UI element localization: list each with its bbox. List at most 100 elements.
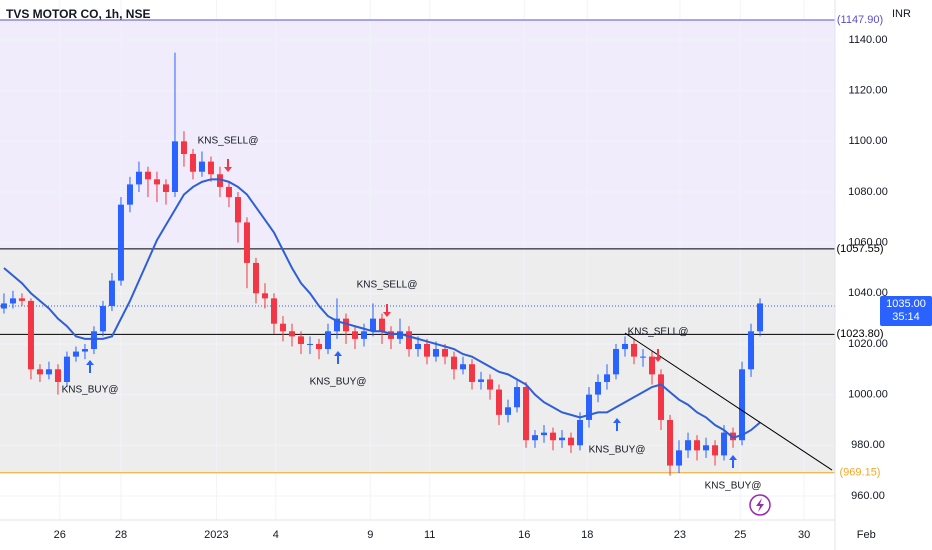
- candle-body: [649, 356, 656, 375]
- candle-body: [243, 222, 250, 263]
- candle-body: [72, 351, 79, 357]
- candle-body: [739, 369, 746, 441]
- candle-body: [99, 305, 106, 332]
- candle-body: [117, 204, 124, 281]
- sell-arrow: [224, 159, 232, 172]
- candle-body: [613, 349, 620, 375]
- candle-body: [559, 437, 566, 441]
- candle-body: [27, 300, 34, 370]
- alert-icon[interactable]: [749, 494, 771, 516]
- sell-signal-label: KNS_SELL@: [628, 327, 689, 338]
- x-tick-label: 23: [674, 529, 686, 541]
- candle-body: [207, 161, 214, 175]
- buy-arrow: [334, 351, 342, 364]
- candle-body: [279, 323, 286, 332]
- x-tick-label: 16: [518, 529, 530, 541]
- candle-body: [225, 186, 232, 198]
- candle-body: [541, 432, 548, 436]
- level-label: (969.15): [840, 467, 881, 479]
- candle-body: [414, 343, 421, 350]
- y-tick-label: 980.00: [851, 439, 885, 451]
- y-tick-label: 1060.00: [848, 237, 888, 249]
- candle-body: [324, 331, 331, 350]
- buy-signal-label: KNS_BUY@: [62, 385, 119, 396]
- currency: INR: [892, 8, 911, 20]
- candle-body: [315, 343, 322, 350]
- candle-body: [676, 450, 683, 466]
- candle-body: [45, 369, 52, 375]
- candle-body: [468, 364, 475, 382]
- candle-body: [757, 303, 764, 332]
- buy-arrow: [86, 360, 94, 373]
- buy-signal-label: KNS_BUY@: [589, 445, 646, 456]
- candle-body: [63, 356, 70, 382]
- candle-body: [604, 374, 611, 382]
- alert-bolt: [756, 498, 764, 512]
- candle-body: [396, 331, 403, 339]
- candle-body: [369, 318, 376, 332]
- x-tick-label: 18: [581, 529, 593, 541]
- candle-body: [378, 318, 385, 332]
- candle-body: [0, 303, 7, 309]
- x-tick-label: 2023: [204, 529, 228, 541]
- candle-body: [351, 331, 358, 339]
- buy-signal-label: KNS_BUY@: [310, 377, 367, 388]
- candle-body: [144, 171, 151, 180]
- candle-body: [261, 293, 268, 299]
- x-tick-label: 9: [367, 529, 373, 541]
- x-tick-label: 30: [798, 529, 810, 541]
- current-price-label: 1035.00: [886, 298, 926, 310]
- candle-body: [622, 343, 629, 350]
- candle-body: [712, 445, 719, 456]
- candle-body: [721, 432, 728, 456]
- candle-body: [252, 262, 259, 294]
- candle-body: [568, 437, 575, 446]
- y-tick-label: 1040.00: [848, 287, 888, 299]
- candle-body: [54, 369, 61, 382]
- candle-body: [36, 369, 43, 375]
- candle-body: [126, 184, 133, 205]
- sell-arrow: [654, 349, 662, 362]
- range-zone: [0, 248, 835, 473]
- level-label: (1023.80): [836, 328, 883, 340]
- candle-body: [694, 440, 701, 451]
- x-tick-label: 26: [54, 529, 66, 541]
- candle-body: [180, 141, 187, 154]
- candle-body: [550, 432, 557, 441]
- candle-body: [9, 298, 16, 304]
- candle-body: [189, 153, 196, 172]
- candle-body: [450, 356, 457, 370]
- candle-body: [595, 381, 602, 395]
- candle-body: [459, 364, 466, 370]
- candle-body: [432, 349, 439, 357]
- x-tick-label: Feb: [857, 529, 876, 541]
- candle-body: [108, 280, 115, 306]
- y-tick-label: 1020.00: [848, 338, 888, 350]
- trend-line: [624, 332, 833, 471]
- candle-body: [423, 343, 430, 357]
- candle-body: [523, 387, 530, 441]
- candle-body: [640, 356, 647, 358]
- candle-body: [631, 343, 638, 357]
- x-tick-label: 11: [424, 529, 435, 541]
- buy-arrow: [613, 418, 621, 431]
- y-tick-label: 1120.00: [849, 85, 888, 97]
- sell-signal-label: KNS_SELL@: [357, 280, 418, 291]
- candle-body: [135, 171, 142, 185]
- candle-body: [387, 331, 394, 339]
- candle-body: [496, 389, 503, 415]
- candle-body: [270, 298, 277, 324]
- buy-arrow: [729, 455, 737, 468]
- candle-body: [306, 343, 313, 345]
- current-price-box: [880, 295, 932, 326]
- candle-body: [297, 336, 304, 344]
- candle-body: [514, 387, 521, 408]
- candle-body: [487, 379, 494, 390]
- candle-body: [90, 331, 97, 350]
- candle-body: [198, 161, 205, 172]
- countdown-label: 35:14: [892, 311, 920, 323]
- candle-body: [405, 331, 412, 350]
- candle-body: [171, 141, 178, 192]
- candle-body: [216, 174, 223, 187]
